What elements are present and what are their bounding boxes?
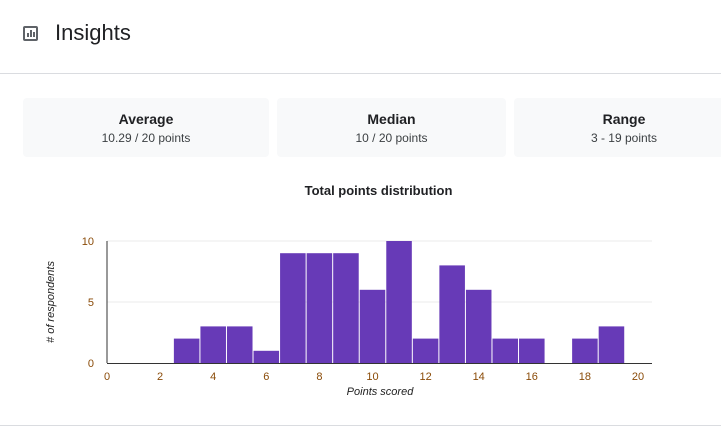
bar xyxy=(519,338,545,363)
bar xyxy=(173,338,200,363)
x-tick-label: 10 xyxy=(366,371,378,383)
divider xyxy=(0,425,721,426)
x-tick-label: 18 xyxy=(579,371,591,383)
chart-title: Total points distribution xyxy=(304,183,453,198)
stat-value: 10.29 / 20 points xyxy=(101,131,191,145)
bar xyxy=(598,326,625,363)
x-tick-label: 8 xyxy=(316,371,322,383)
x-tick-label: 14 xyxy=(473,371,485,383)
stat-value: 3 - 19 points xyxy=(590,131,658,145)
bar xyxy=(412,338,439,363)
bar xyxy=(226,326,253,363)
stat-card-average: Average 10.29 / 20 points xyxy=(23,98,269,157)
bar xyxy=(359,289,386,363)
x-tick-label: 4 xyxy=(210,371,216,383)
bar xyxy=(200,326,226,363)
bar xyxy=(492,338,519,363)
bar xyxy=(306,253,333,363)
header: Insights xyxy=(0,0,721,74)
y-tick-label: 0 xyxy=(88,358,94,370)
x-tick-label: 6 xyxy=(263,371,269,383)
x-tick-label: 2 xyxy=(157,371,163,383)
x-tick-label: 20 xyxy=(632,371,644,383)
bar xyxy=(333,253,359,363)
stat-label: Range xyxy=(602,111,646,127)
x-tick-label: 0 xyxy=(104,371,110,383)
stat-card-range: Range 3 - 19 points xyxy=(514,98,721,157)
y-tick-label: 5 xyxy=(88,297,94,309)
stat-label: Average xyxy=(118,111,174,127)
x-tick-label: 12 xyxy=(419,371,431,383)
bar xyxy=(572,338,598,363)
bar xyxy=(439,265,465,363)
bar xyxy=(465,289,492,363)
page-title: Insights xyxy=(55,20,131,45)
bar xyxy=(253,350,280,363)
bar xyxy=(280,253,306,363)
y-tick-label: 10 xyxy=(82,236,94,248)
y-axis-label: # of respondents xyxy=(45,261,57,343)
bar xyxy=(386,241,412,363)
bar-chart-icon xyxy=(23,26,38,41)
x-tick-label: 16 xyxy=(526,371,538,383)
stat-card-median: Median 10 / 20 points xyxy=(277,98,506,157)
stat-value: 10 / 20 points xyxy=(355,131,428,145)
x-axis-label: Points scored xyxy=(347,386,415,398)
stat-label: Median xyxy=(367,111,416,127)
